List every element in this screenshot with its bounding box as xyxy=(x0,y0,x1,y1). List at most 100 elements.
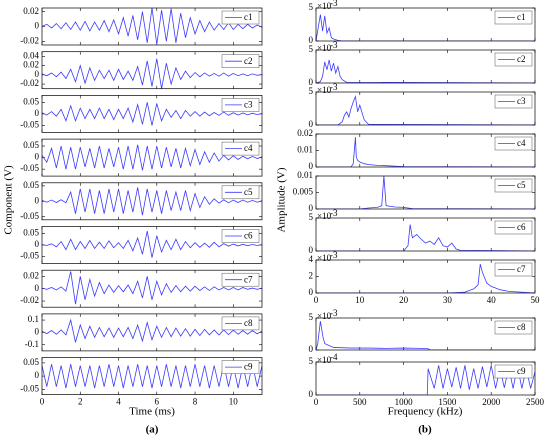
x-tick-label: 10 xyxy=(229,397,239,407)
y-tick-label: 0 xyxy=(309,77,314,87)
axis-exponent-power: -3 xyxy=(330,250,338,260)
axis-exponent-power: -4 xyxy=(330,352,338,362)
y-tick-label: -0.05 xyxy=(20,251,39,261)
legend-label: c4 xyxy=(244,143,253,153)
y-tick-label: 0.02 xyxy=(23,6,39,16)
series-line xyxy=(42,102,262,126)
legend-label: c8 xyxy=(244,318,253,328)
axis-exponent: ×10 xyxy=(317,311,332,321)
legend-label: c4 xyxy=(517,138,526,148)
y-tick-label: 0 xyxy=(35,108,40,118)
figure-label: (b) xyxy=(418,424,432,436)
y-tick-label: -0.1 xyxy=(25,339,39,349)
x-axis-title: Frequency (kHz) xyxy=(388,406,463,418)
y-tick-label: 0 xyxy=(309,344,314,354)
figure-label: (a) xyxy=(146,424,159,436)
series-line xyxy=(316,264,535,293)
series-line xyxy=(42,231,262,258)
legend-label: c1 xyxy=(517,12,526,22)
series-line xyxy=(316,95,535,125)
y-tick-label: -0.05 xyxy=(20,383,39,393)
y-tick-label: -0.02 xyxy=(20,78,39,88)
y-tick-label: 0.1 xyxy=(28,314,39,324)
y-tick-label: 0 xyxy=(309,287,314,297)
series-line xyxy=(316,14,535,41)
x-tick-label: 2500 xyxy=(526,397,545,407)
y-tick-label: 0.01 xyxy=(297,170,313,180)
series-line xyxy=(316,224,535,251)
series-line xyxy=(42,8,262,45)
series-line xyxy=(316,321,535,350)
x-tick-label: 500 xyxy=(353,397,367,407)
axes-frame xyxy=(315,7,536,42)
x-tick-label: 2 xyxy=(78,397,83,407)
x-tick-label: 0 xyxy=(40,397,45,407)
y-tick-label: 5 xyxy=(309,212,314,222)
x-axis-title: Time (ms) xyxy=(129,406,175,418)
y-tick-label: -0.05 xyxy=(20,120,39,130)
y-tick-label: 0 xyxy=(35,326,40,336)
legend-label: c2 xyxy=(517,54,526,64)
y-tick-label: 5 xyxy=(309,356,314,366)
legend-label: c9 xyxy=(244,362,253,372)
x-tick-label: 1000 xyxy=(395,397,414,407)
axes-frame xyxy=(315,317,536,351)
x-tick-label: 50 xyxy=(531,295,541,305)
y-tick-label: 0.05 xyxy=(23,180,39,190)
legend-label: c2 xyxy=(244,56,253,66)
y-tick-label: 0.05 xyxy=(23,140,39,150)
y-tick-label: 2 xyxy=(309,271,314,281)
y-tick-label: 0 xyxy=(35,69,40,79)
axes-frame xyxy=(315,133,536,168)
y-tick-label: -0.05 xyxy=(20,211,39,221)
axis-exponent: ×10 xyxy=(317,1,332,11)
y-axis-title: Amplitude (V) xyxy=(276,167,288,232)
legend-label: c7 xyxy=(244,274,253,284)
y-tick-label: 0 xyxy=(35,21,40,31)
y-tick-label: 0.01 xyxy=(297,145,313,155)
x-tick-label: 0 xyxy=(314,397,319,407)
series-line xyxy=(42,187,262,216)
axis-exponent: ×10 xyxy=(317,355,332,365)
legend-label: c6 xyxy=(517,222,526,232)
axis-exponent: ×10 xyxy=(317,211,332,221)
x-tick-label: 4 xyxy=(116,397,121,407)
y-tick-label: 5 xyxy=(309,312,314,322)
axes-frame xyxy=(315,217,536,252)
axis-exponent-power: -3 xyxy=(330,82,338,92)
x-tick-label: 2000 xyxy=(482,397,501,407)
legend-label: c5 xyxy=(244,187,253,197)
x-tick-label: 40 xyxy=(487,295,497,305)
series-line xyxy=(42,144,262,171)
axes-frame xyxy=(315,91,536,126)
axes-frame xyxy=(41,51,263,90)
y-tick-label: -0.02 xyxy=(20,35,39,45)
y-tick-label: 5 xyxy=(309,44,314,54)
axes-frame xyxy=(41,269,263,308)
y-tick-label: 0 xyxy=(35,370,40,380)
axis-exponent: ×10 xyxy=(317,253,332,263)
y-tick-label: 0 xyxy=(309,119,314,129)
x-tick-label: 6 xyxy=(155,397,160,407)
y-tick-label: 0.02 xyxy=(297,128,313,138)
y-axis-title: Component (V) xyxy=(3,165,15,235)
legend-label: c8 xyxy=(517,322,526,332)
legend-label: c3 xyxy=(517,96,526,106)
axes-frame xyxy=(315,361,536,396)
axes-frame xyxy=(315,49,536,84)
legend-label: c5 xyxy=(517,180,526,190)
axes-frame xyxy=(41,357,263,395)
axes-frame xyxy=(41,95,263,133)
y-tick-label: 0 xyxy=(35,152,40,162)
y-tick-label: 0 xyxy=(309,161,314,171)
y-tick-label: 0 xyxy=(309,389,314,399)
axes-frame xyxy=(41,7,263,46)
series-line xyxy=(316,137,535,167)
axis-exponent-power: -3 xyxy=(330,308,338,318)
legend-label: c7 xyxy=(517,264,526,274)
y-tick-label: 0 xyxy=(35,239,40,249)
axis-exponent-power: -3 xyxy=(330,208,338,218)
y-tick-label: 0 xyxy=(309,35,314,45)
y-tick-label: 0 xyxy=(309,245,314,255)
